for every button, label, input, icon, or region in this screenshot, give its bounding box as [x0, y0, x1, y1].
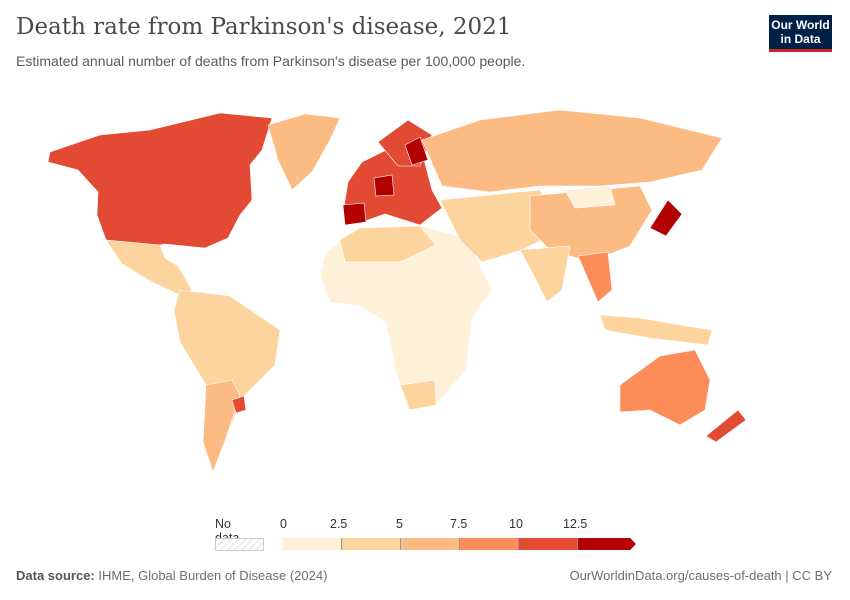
legend-bin-0[interactable] [283, 538, 342, 550]
region-mongolia[interactable] [564, 185, 616, 209]
region-south-africa[interactable] [399, 379, 437, 411]
region-uruguay[interactable] [231, 395, 247, 414]
region-russia[interactable] [421, 109, 723, 193]
source-text[interactable]: IHME, Global Burden of Disease (2024) [98, 568, 328, 583]
region-australia[interactable] [619, 349, 711, 426]
legend-bin-5[interactable] [578, 538, 636, 550]
legend-tick-1: 2.5 [330, 517, 348, 531]
owid-logo[interactable]: Our World in Data [769, 15, 832, 52]
footer-url[interactable]: OurWorldinData.org/causes-of-death | CC … [569, 568, 832, 583]
chart-title: Death rate from Parkinson's disease, 202… [16, 14, 512, 40]
region-central-america[interactable] [105, 239, 193, 297]
region-finland[interactable] [404, 136, 429, 166]
legend-bin-3[interactable] [460, 538, 519, 550]
region-new-zealand[interactable] [705, 409, 747, 443]
region-central-europe[interactable] [373, 174, 395, 197]
legend-tick-3: 7.5 [450, 517, 468, 531]
legend-bin-4[interactable] [519, 538, 578, 550]
region-greenland[interactable] [267, 113, 341, 191]
region-north-america[interactable] [47, 112, 273, 251]
region-spain[interactable] [342, 202, 367, 226]
region-china[interactable] [529, 185, 653, 263]
world-map[interactable] [0, 80, 850, 500]
chart-subtitle: Estimated annual number of deaths from P… [16, 53, 526, 69]
logo-line1: Our World [771, 18, 830, 32]
legend-tick-2: 5 [396, 517, 403, 531]
legend-tick-4: 10 [509, 517, 523, 531]
legend-tick-5: 12.5 [563, 517, 588, 531]
legend-bin-1[interactable] [342, 538, 401, 550]
region-japan[interactable] [649, 199, 683, 237]
region-north-africa[interactable] [339, 225, 437, 263]
data-source: Data source: IHME, Global Burden of Dise… [16, 568, 327, 583]
logo-line2: in Data [780, 32, 821, 46]
region-argentina[interactable] [202, 379, 241, 473]
legend-bin-2[interactable] [401, 538, 460, 550]
region-se-asia[interactable] [577, 251, 613, 303]
region-india[interactable] [519, 245, 571, 303]
legend-tick-0: 0 [280, 517, 287, 531]
region-indonesia[interactable] [599, 314, 713, 346]
source-label: Data source: [16, 568, 95, 583]
legend-no-data-swatch[interactable] [215, 538, 264, 551]
